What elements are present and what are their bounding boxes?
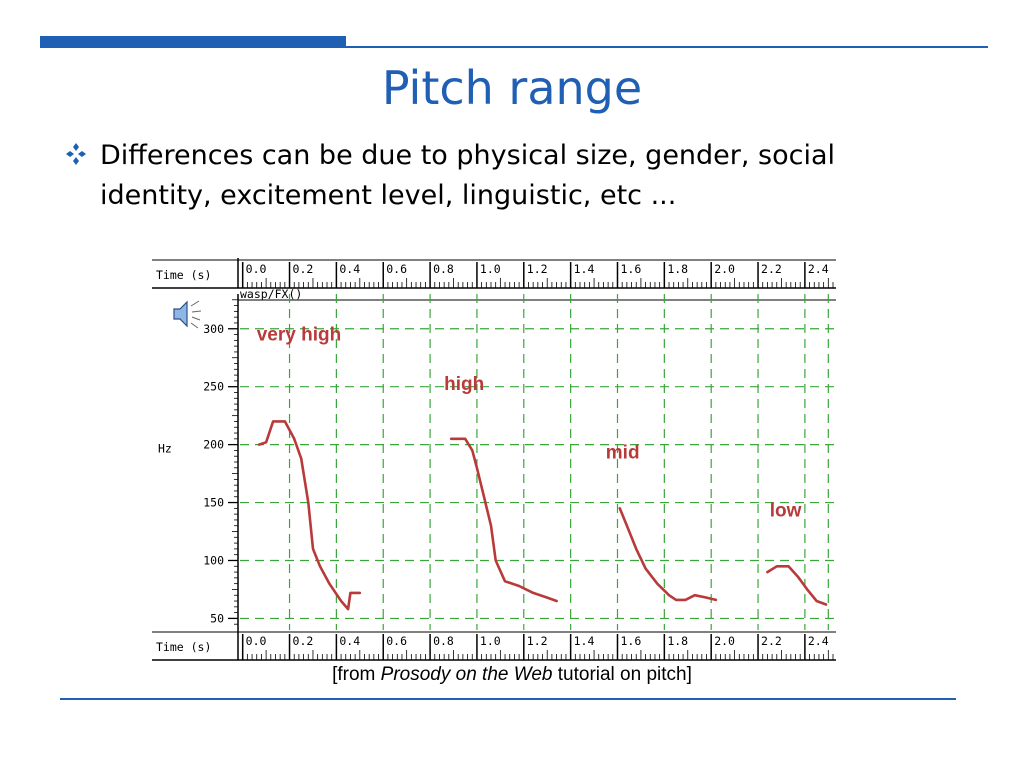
y-axis-label: Hz <box>158 442 172 456</box>
time-ruler-bottom-tick-label: 2.4 <box>808 634 829 648</box>
time-ruler-top-tick-label: 0.0 <box>246 262 267 276</box>
time-ruler-bottom-tick-label: 1.0 <box>480 634 501 648</box>
time-ruler-top-tick-label: 1.6 <box>620 262 641 276</box>
time-ruler-bottom-tick-label: 1.6 <box>620 634 641 648</box>
time-ruler-top-tick-label: 0.6 <box>386 262 407 276</box>
track-label: wasp/FX() <box>240 287 302 301</box>
time-ruler-top-tick-label: 1.4 <box>574 262 595 276</box>
time-ruler-bottom-tick-label: 1.4 <box>574 634 595 648</box>
y-tick-label: 200 <box>203 438 224 452</box>
series-label: high <box>444 374 484 395</box>
slide-title: Pitch range <box>381 61 643 115</box>
time-ruler-bottom-tick-label: 0.8 <box>433 634 454 648</box>
y-tick-label: 100 <box>203 553 224 567</box>
time-ruler-bottom-tick-label: 1.8 <box>667 634 688 648</box>
time-ruler-top-tick-label: 2.2 <box>761 262 782 276</box>
time-ruler-top-tick-label: 0.2 <box>293 262 314 276</box>
bottom-divider <box>60 698 956 700</box>
time-ruler-top-tick-label: 1.0 <box>480 262 501 276</box>
caption-source: Prosody on the Web <box>380 664 553 685</box>
y-tick-label: 250 <box>203 380 224 394</box>
time-ruler-bottom-tick-label: 0.2 <box>293 634 314 648</box>
series-label: mid <box>606 443 640 464</box>
speaker-icon <box>173 300 202 329</box>
diamond-bullet-icon <box>66 143 86 165</box>
time-ruler-bottom-tick-label: 1.2 <box>527 634 548 648</box>
pitch-curve-low <box>766 565 828 606</box>
pitch-curve-mid <box>618 507 718 602</box>
time-ruler-top-tick-label: 2.4 <box>808 262 829 276</box>
top-divider <box>40 46 988 48</box>
time-ruler-top-label: Time (s) <box>156 268 211 282</box>
time-ruler-top-tick-label: 1.8 <box>667 262 688 276</box>
bullet-text: Differences can be due to physical size,… <box>100 140 836 211</box>
title-accent-bar <box>40 36 346 46</box>
series-label: very high <box>257 324 341 345</box>
time-ruler-bottom-tick-label: 0.6 <box>386 634 407 648</box>
y-tick-label: 300 <box>203 322 224 336</box>
time-ruler-bottom-tick-label: 2.0 <box>714 634 735 648</box>
caption-prefix: [from <box>332 664 381 685</box>
pitch-chart: Time (s) Time (s) wasp/FX() Hz 0.0 0.2 0.4 0.6… <box>152 258 836 661</box>
time-ruler-top-tick-label: 2.0 <box>714 262 735 276</box>
speaker-waves <box>190 300 202 329</box>
pitch-curve-high <box>449 437 558 603</box>
time-ruler-bottom-tick-label: 0.0 <box>246 634 267 648</box>
y-tick-label: 150 <box>203 496 224 510</box>
time-ruler-bottom-tick-label: 0.4 <box>339 634 360 648</box>
series-label: low <box>770 500 802 521</box>
time-ruler-bottom-tick-label: 2.2 <box>761 634 782 648</box>
time-ruler-top-tick-label: 0.4 <box>339 262 360 276</box>
pitch-curve-very-high <box>257 420 362 611</box>
caption-suffix: tutorial on pitch] <box>552 664 692 685</box>
time-ruler-top-tick-label: 1.2 <box>527 262 548 276</box>
speaker-body <box>173 300 188 328</box>
time-ruler-top-tick-label: 0.8 <box>433 262 454 276</box>
y-tick-label: 50 <box>210 611 224 625</box>
figure-caption: [from Prosody on the Web tutorial on pit… <box>0 664 1024 686</box>
time-ruler-bottom-label: Time (s) <box>156 640 211 654</box>
